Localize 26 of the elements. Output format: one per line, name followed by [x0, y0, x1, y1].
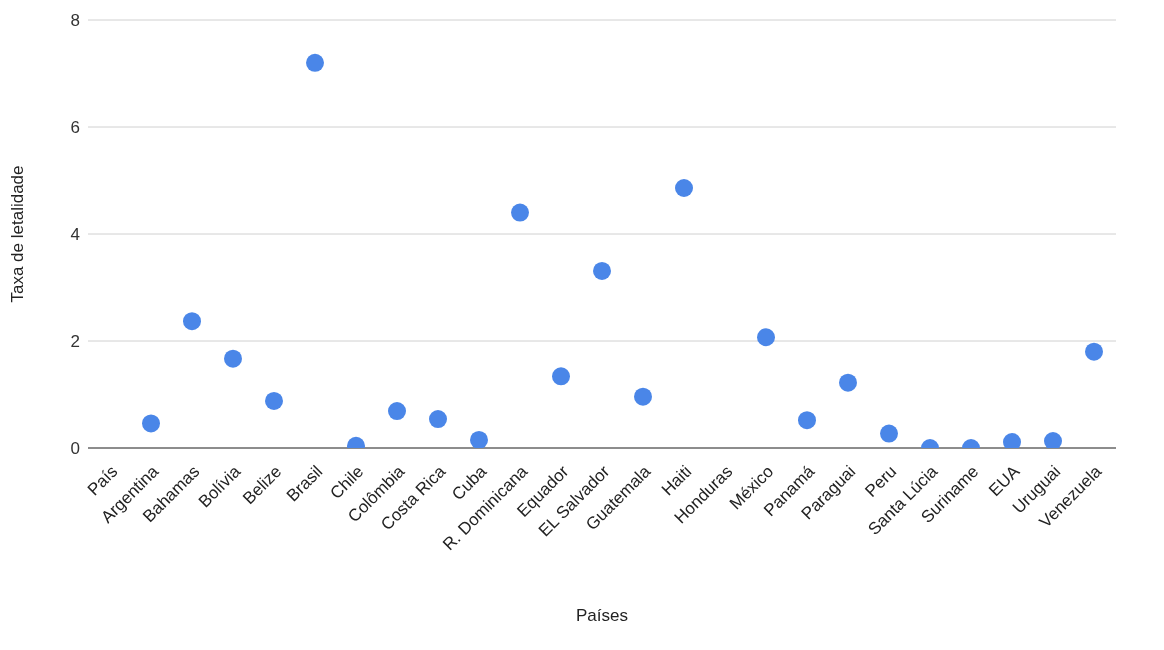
point — [388, 402, 406, 421]
y-tick-label: 0 — [70, 439, 80, 459]
x-axis-title: Países — [575, 606, 629, 626]
point — [224, 349, 242, 368]
y-tick-label: 8 — [70, 11, 80, 31]
point — [470, 430, 488, 448]
point — [757, 328, 775, 347]
point — [1085, 342, 1103, 361]
point — [798, 411, 816, 430]
point — [839, 373, 857, 392]
y-axis-title: Taxa de letalidade — [8, 165, 28, 303]
point — [675, 178, 693, 197]
point — [634, 387, 652, 406]
y-tick-label: 4 — [70, 225, 80, 245]
point — [265, 391, 283, 410]
point — [511, 203, 529, 222]
point — [306, 53, 324, 72]
point — [429, 410, 447, 429]
point — [593, 261, 611, 280]
point — [142, 414, 160, 433]
point — [880, 424, 898, 443]
y-tick-label: 6 — [70, 118, 80, 138]
point — [1044, 432, 1062, 448]
point — [183, 312, 201, 331]
point — [552, 367, 570, 386]
y-tick-label: 2 — [70, 332, 80, 352]
